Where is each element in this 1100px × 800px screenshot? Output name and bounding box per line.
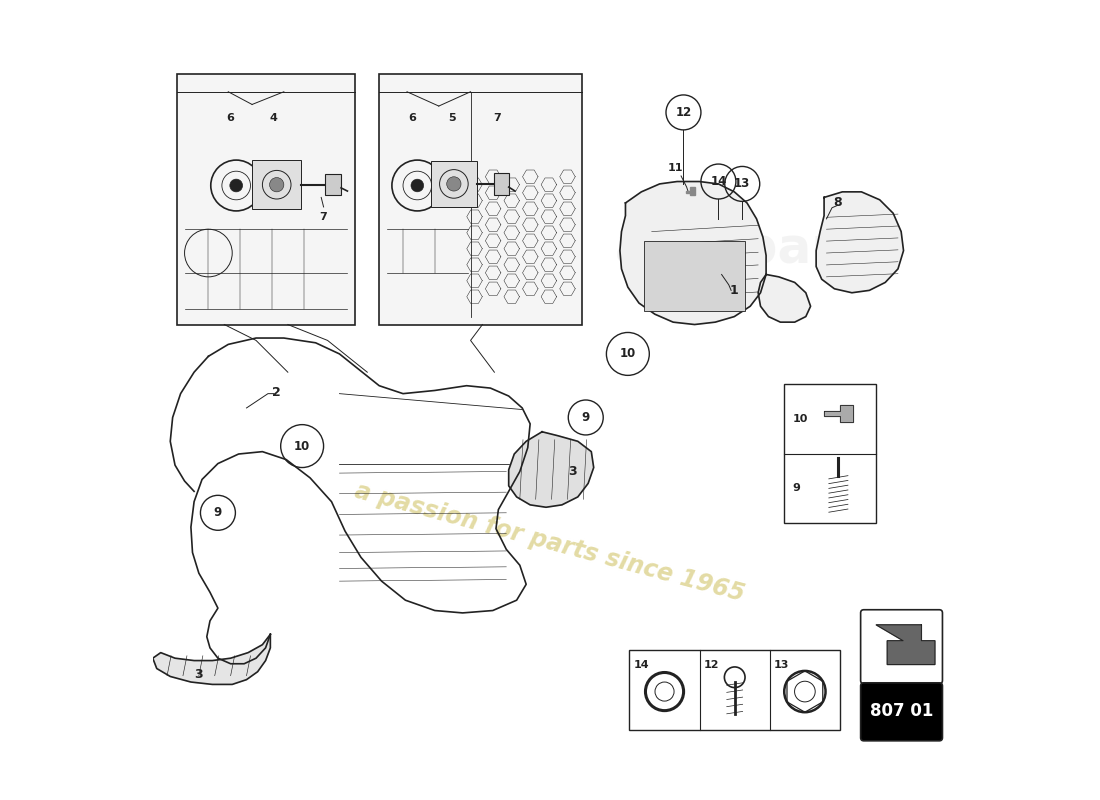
Polygon shape (620, 182, 766, 325)
Bar (177, 74, 355, 325)
Circle shape (230, 179, 243, 192)
Bar (379, 74, 582, 325)
Text: 10: 10 (294, 439, 310, 453)
Text: 9: 9 (213, 506, 222, 519)
Bar (252, 160, 301, 210)
Text: 12: 12 (675, 106, 692, 119)
Text: 14: 14 (711, 175, 727, 188)
Text: 807 01: 807 01 (870, 702, 933, 721)
Text: 8: 8 (834, 197, 842, 210)
Polygon shape (876, 625, 935, 665)
Bar (644, 241, 746, 311)
Circle shape (411, 179, 424, 192)
Text: 1: 1 (730, 284, 739, 297)
Bar (629, 650, 840, 730)
Text: a passion for parts since 1965: a passion for parts since 1965 (352, 479, 748, 606)
Text: 4: 4 (270, 113, 277, 123)
Text: 6: 6 (408, 113, 417, 123)
Text: 13: 13 (734, 178, 750, 190)
Text: 13: 13 (773, 660, 789, 670)
Text: 11: 11 (668, 163, 683, 173)
Bar (784, 384, 876, 523)
Bar (494, 173, 508, 195)
Text: 6: 6 (227, 113, 234, 123)
Text: 3: 3 (195, 667, 204, 681)
Text: 12: 12 (704, 660, 719, 670)
Polygon shape (153, 634, 271, 685)
Text: 9: 9 (792, 483, 800, 494)
Polygon shape (758, 274, 811, 322)
Polygon shape (824, 405, 854, 422)
Text: 7: 7 (493, 113, 500, 123)
Polygon shape (508, 432, 594, 507)
Text: 2: 2 (272, 386, 280, 398)
Bar (431, 161, 477, 207)
Text: 3: 3 (568, 465, 576, 478)
Text: 7: 7 (320, 212, 328, 222)
FancyBboxPatch shape (860, 683, 943, 741)
Bar (326, 174, 341, 195)
Circle shape (270, 178, 284, 192)
Text: autoparts: autoparts (615, 225, 890, 273)
Circle shape (447, 177, 461, 191)
Polygon shape (686, 187, 694, 195)
Text: 14: 14 (634, 660, 649, 670)
Text: 9: 9 (582, 411, 590, 424)
Text: 10: 10 (619, 347, 636, 361)
Text: 10: 10 (792, 414, 807, 424)
Polygon shape (816, 192, 903, 293)
FancyBboxPatch shape (860, 610, 943, 684)
Text: 5: 5 (449, 113, 456, 123)
